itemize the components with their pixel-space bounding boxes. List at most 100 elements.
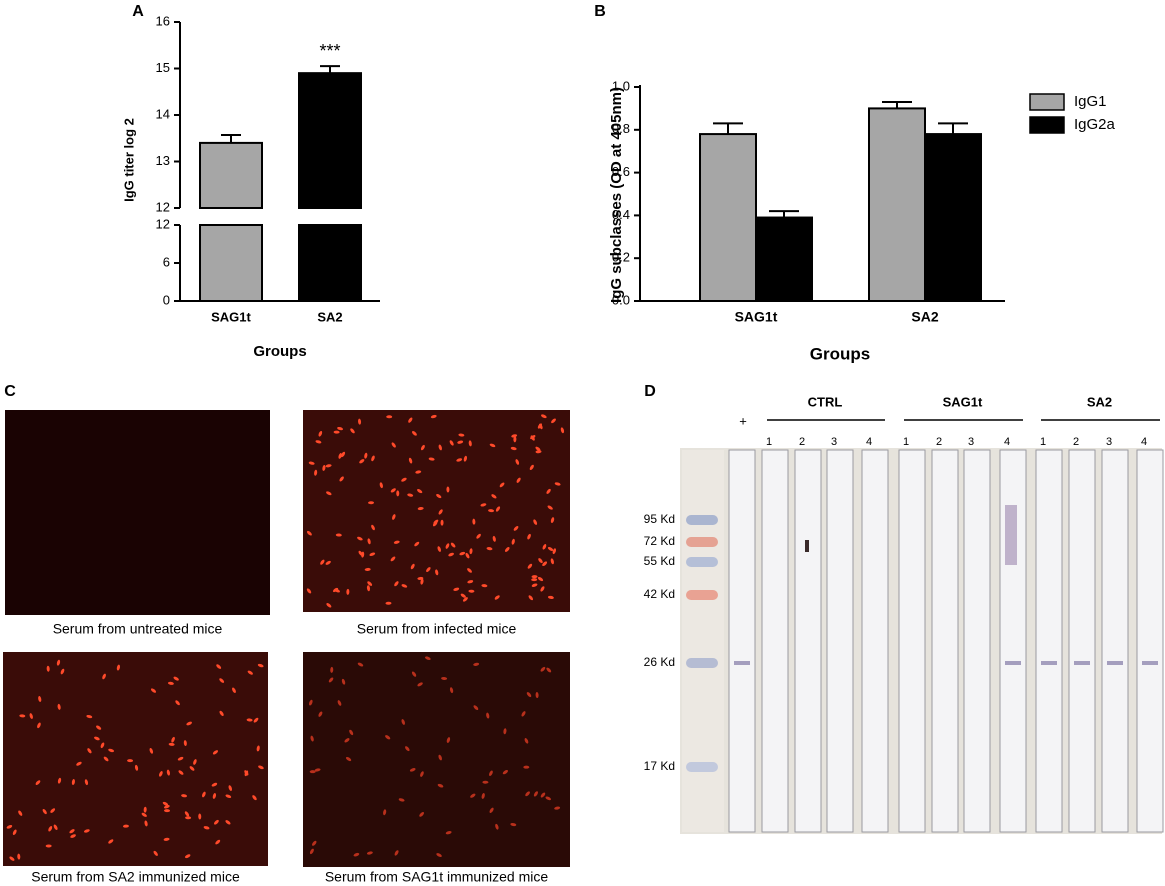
parasite xyxy=(37,722,41,729)
parasite xyxy=(495,506,501,512)
parasite xyxy=(337,700,342,706)
parasite xyxy=(524,738,529,744)
parasite xyxy=(540,792,546,798)
parasite xyxy=(309,770,316,774)
parasite xyxy=(385,601,392,605)
parasite xyxy=(527,563,533,569)
parasite xyxy=(309,699,313,706)
parasite xyxy=(257,663,264,668)
parasite xyxy=(339,476,344,482)
parasite xyxy=(83,829,90,833)
parasite xyxy=(432,521,438,527)
parasite xyxy=(366,585,371,592)
blot-strip xyxy=(794,449,822,833)
parasite xyxy=(503,728,507,735)
lane-label: 4 xyxy=(866,436,872,448)
ladder-band xyxy=(686,515,718,525)
y-axis-label: IgG titer log 2 xyxy=(121,118,136,202)
parasite xyxy=(94,736,100,741)
blot-strip xyxy=(963,449,991,833)
parasite xyxy=(531,583,538,587)
y-tick-label: 0.4 xyxy=(612,207,630,222)
parasite xyxy=(211,782,218,787)
parasite xyxy=(554,806,561,810)
parasite xyxy=(42,808,47,815)
parasite xyxy=(550,517,555,524)
parasite xyxy=(309,848,314,855)
parasite xyxy=(480,503,487,507)
parasite xyxy=(420,578,424,585)
parasite xyxy=(457,440,464,444)
y-tick-label: 15 xyxy=(156,60,170,75)
parasite xyxy=(50,808,56,813)
marker-label: 95 Kd xyxy=(644,512,675,526)
parasite xyxy=(502,770,508,775)
parasite xyxy=(45,844,52,848)
bar xyxy=(924,133,982,302)
blot-strip xyxy=(1101,449,1129,833)
parasite xyxy=(345,756,352,762)
parasite xyxy=(551,418,556,424)
parasite xyxy=(173,676,179,681)
parasite xyxy=(166,769,170,776)
blot-strip xyxy=(728,449,756,833)
lane-label: 1 xyxy=(903,436,909,448)
parasite xyxy=(438,509,443,515)
parasite xyxy=(19,714,26,718)
parasite xyxy=(535,450,542,454)
parasite xyxy=(116,664,121,671)
bar xyxy=(298,72,362,210)
parasite xyxy=(149,748,154,754)
parasite xyxy=(322,465,326,471)
parasite xyxy=(18,810,23,816)
micrograph-bg xyxy=(303,410,570,612)
parasite xyxy=(100,742,105,749)
panel-label: D xyxy=(644,383,656,400)
parasite xyxy=(537,423,543,429)
parasite xyxy=(459,551,466,556)
y-tick-label: 0.6 xyxy=(612,164,630,179)
parasite xyxy=(185,816,192,820)
bar xyxy=(868,107,926,303)
parasite xyxy=(390,556,396,562)
parasite xyxy=(369,552,376,557)
parasite xyxy=(225,820,231,825)
parasite xyxy=(489,770,493,777)
blot-band xyxy=(1005,661,1021,665)
parasite xyxy=(438,444,442,451)
parasite xyxy=(530,435,535,441)
parasite xyxy=(216,664,222,669)
blot-band xyxy=(1142,661,1158,665)
parasite xyxy=(244,770,249,777)
parasite xyxy=(184,854,191,859)
parasite xyxy=(527,533,531,540)
parasite xyxy=(510,446,517,451)
micrograph-bg xyxy=(303,652,570,867)
parasite xyxy=(458,433,465,437)
parasite xyxy=(521,711,526,717)
parasite xyxy=(318,430,323,437)
parasite xyxy=(202,791,206,798)
parasite xyxy=(449,440,454,446)
parasite xyxy=(60,668,65,675)
parasite xyxy=(472,518,476,525)
parasite xyxy=(86,714,93,719)
ladder-band xyxy=(686,590,718,600)
x-axis-label: Groups xyxy=(253,343,306,360)
parasite xyxy=(393,540,400,544)
parasite xyxy=(219,710,224,716)
parasite xyxy=(253,717,259,723)
blot-smear xyxy=(1005,505,1017,565)
parasite xyxy=(353,852,360,857)
parasite xyxy=(535,692,539,699)
parasite xyxy=(164,809,171,813)
parasite xyxy=(38,696,42,702)
blot-strip xyxy=(761,449,789,833)
parasite xyxy=(108,839,114,844)
parasite xyxy=(540,666,546,672)
parasite xyxy=(550,558,554,565)
caption: Serum from SA2 immunized mice xyxy=(31,869,240,885)
parasite xyxy=(102,673,106,680)
parasite xyxy=(177,756,184,761)
parasite xyxy=(246,718,253,722)
